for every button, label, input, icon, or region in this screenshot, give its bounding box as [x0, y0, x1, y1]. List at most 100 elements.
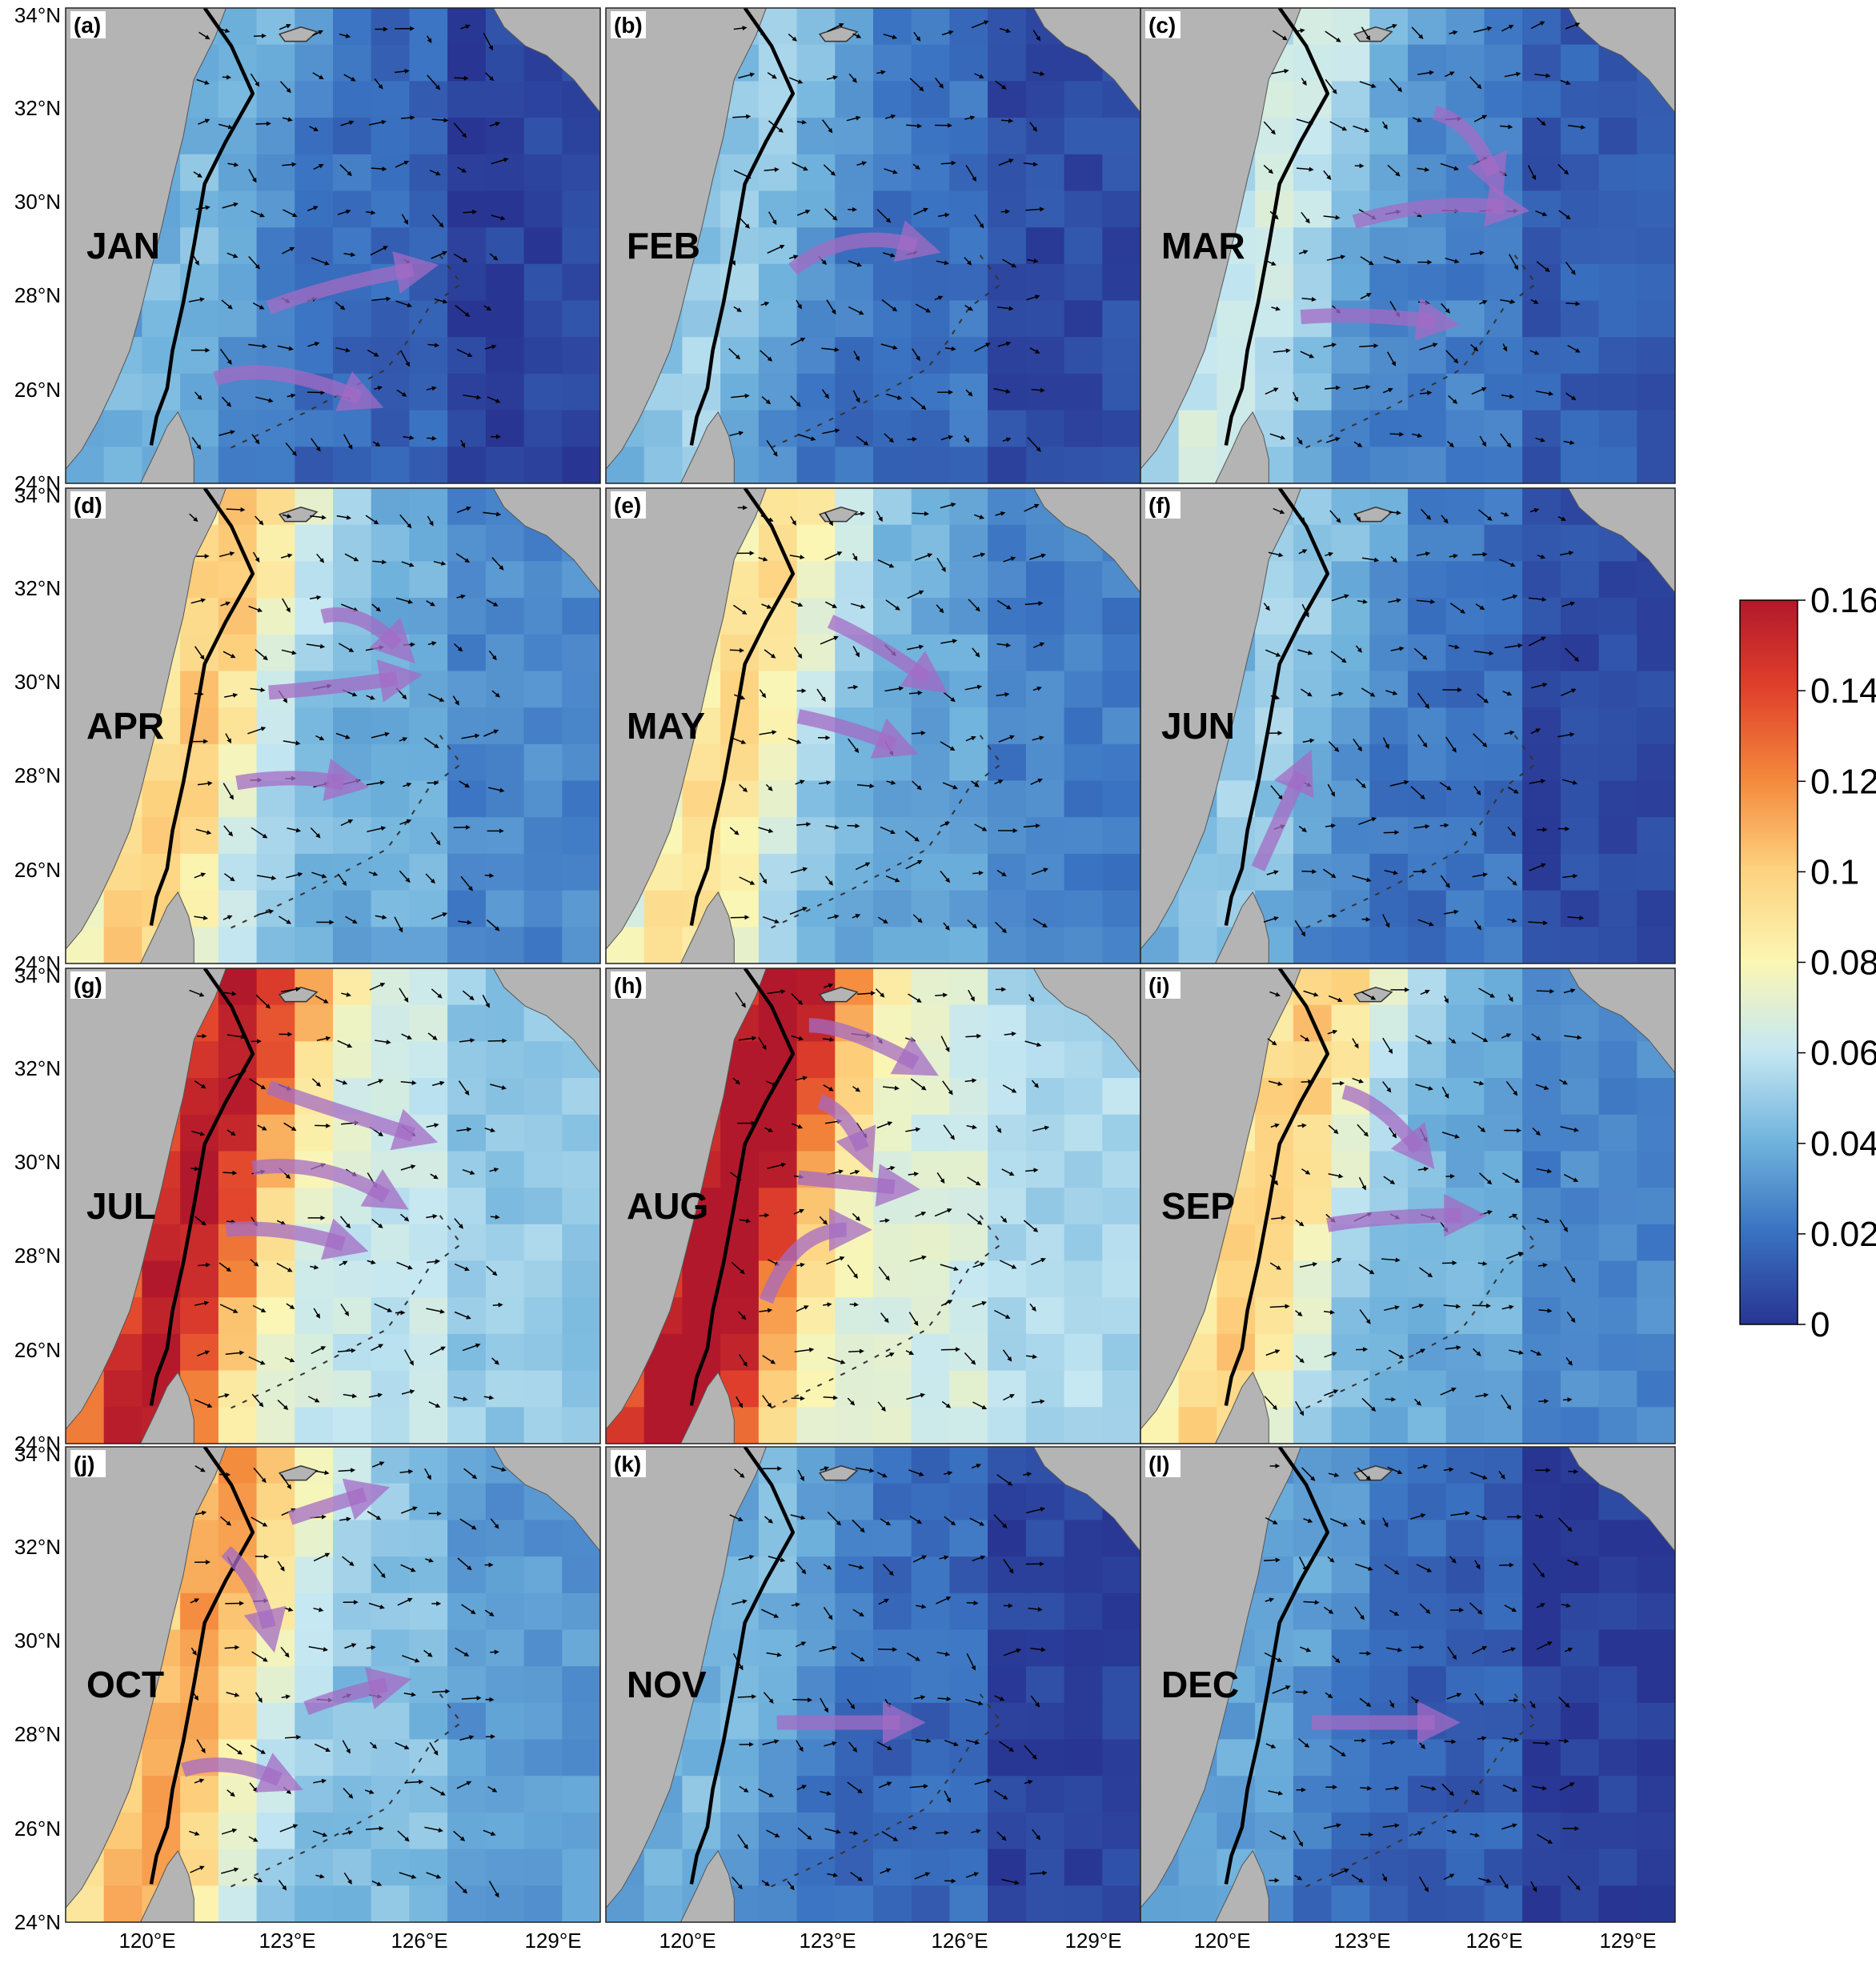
ocean-field-cell: [1331, 890, 1371, 928]
ocean-field-cell: [409, 8, 449, 46]
colorbar-tick-label: 0.14: [1810, 671, 1876, 711]
ocean-field-cell: [873, 190, 912, 229]
current-vector: [1359, 1651, 1372, 1657]
current-vector: [974, 214, 984, 229]
ocean-field-cell: [911, 743, 951, 782]
ocean-field-cell: [1025, 447, 1065, 483]
ocean-field-cell: [103, 410, 143, 448]
ocean-field-cell: [1331, 154, 1371, 192]
ocean-field-cell: [1560, 263, 1600, 302]
ocean-field-cell: [1598, 447, 1638, 483]
ocean-field-cell: [949, 118, 989, 155]
ocean-field-cell: [1598, 1739, 1638, 1777]
panel-letter: (l): [1148, 1452, 1169, 1476]
current-vector: [456, 594, 466, 599]
current-vector: [341, 603, 359, 612]
current-vector: [366, 695, 375, 700]
ocean-field-cell: [1025, 1739, 1065, 1777]
current-vector: [884, 168, 898, 174]
ocean-field-cell: [256, 780, 296, 819]
ocean-field-cell: [562, 1078, 600, 1116]
ocean-field-cell: [523, 1739, 563, 1777]
ocean-field-cell: [1293, 671, 1333, 709]
ocean-field-cell: [988, 81, 1027, 119]
ocean-field-cell: [523, 1370, 563, 1408]
current-vector: [226, 252, 239, 258]
current-vector: [1445, 350, 1459, 364]
ocean-field-cell: [1598, 190, 1638, 229]
ocean-field-cell: [1025, 890, 1065, 928]
current-vector: [367, 349, 379, 357]
ocean-field-cell: [256, 1188, 296, 1225]
ocean-field-cell: [1331, 1556, 1371, 1594]
current-vector: [247, 727, 267, 735]
ocean-field-cell: [873, 1812, 912, 1850]
ocean-field-cell: [180, 227, 219, 265]
colorbar-tick-label: 0: [1810, 1305, 1830, 1344]
ocean-field-cell: [988, 1776, 1027, 1813]
ocean-field-cell: [1408, 118, 1447, 155]
ocean-field-cell: [1293, 1114, 1333, 1152]
current-vector: [848, 306, 864, 315]
ocean-field-cell: [911, 561, 951, 599]
current-vector: [1303, 1600, 1320, 1605]
current-vector: [368, 871, 379, 876]
ocean-field-cell: [1484, 1520, 1524, 1558]
ocean-field-cell: [988, 154, 1027, 192]
ocean-field-cell: [447, 337, 487, 375]
ocean-field-cell: [911, 447, 951, 483]
ocean-field-cell: [1445, 1114, 1485, 1152]
ocean-field-cell: [873, 447, 912, 483]
current-vector: [189, 513, 198, 523]
ocean-field-cell: [1637, 1078, 1675, 1116]
ocean-field-cell: [1522, 1629, 1561, 1668]
ocean-field-cell: [873, 1333, 912, 1372]
ocean-field-cell: [295, 1188, 334, 1225]
ocean-field-cell: [1445, 373, 1485, 411]
ocean-field-cell: [256, 1333, 296, 1372]
ocean-field-cell: [256, 1520, 296, 1558]
current-vector: [796, 299, 802, 310]
ocean-field-cell: [1445, 598, 1485, 635]
ocean-field-cell: [447, 817, 487, 855]
ocean-field-cell: [485, 1739, 525, 1777]
colorbar: 0.160.140.120.10.080.060.040.020: [1739, 581, 1876, 1344]
ocean-field-cell: [873, 968, 912, 1006]
ocean-field-cell: [562, 634, 600, 672]
ocean-field-cell: [523, 1592, 563, 1631]
current-vector: [730, 915, 750, 920]
ocean-field-cell: [1025, 927, 1065, 963]
current-vector: [285, 442, 297, 457]
ocean-field-cell: [911, 1004, 951, 1043]
ocean-field-cell: [1331, 1004, 1371, 1043]
panel-e: (e)MAY: [605, 487, 1141, 964]
ocean-field-cell: [218, 1151, 258, 1189]
ocean-field-cell: [911, 1333, 951, 1372]
current-vector: [283, 740, 301, 746]
ocean-field-cell: [1025, 1041, 1065, 1080]
ocean-field-cell: [1484, 337, 1524, 375]
current-vector: [456, 348, 473, 357]
current-vector: [286, 871, 303, 879]
ocean-field-cell: [256, 447, 296, 483]
current-vector: [460, 875, 473, 891]
ocean-field-cell: [333, 968, 372, 1006]
current-vector: [1002, 437, 1012, 443]
current-vector: [371, 731, 391, 739]
ocean-field-cell: [988, 1556, 1027, 1594]
ocean-field-cell: [911, 81, 951, 119]
ocean-field-cell: [1522, 1592, 1561, 1631]
ocean-field-cell: [485, 890, 525, 928]
panel-b: (b)FEB: [605, 7, 1141, 484]
ocean-field-cell: [485, 1849, 525, 1887]
current-vector: [1029, 347, 1040, 354]
ocean-field-cell: [180, 1297, 219, 1335]
ocean-field-cell: [949, 1333, 989, 1372]
ocean-field-cell: [1331, 927, 1371, 963]
ocean-field-cell: [1331, 1776, 1371, 1813]
ocean-field-cell: [1102, 1407, 1140, 1444]
ocean-field-cell: [256, 1260, 296, 1299]
ocean-field-cell: [873, 410, 912, 448]
ocean-field-cell: [911, 890, 951, 928]
ocean-field-cell: [523, 890, 563, 928]
